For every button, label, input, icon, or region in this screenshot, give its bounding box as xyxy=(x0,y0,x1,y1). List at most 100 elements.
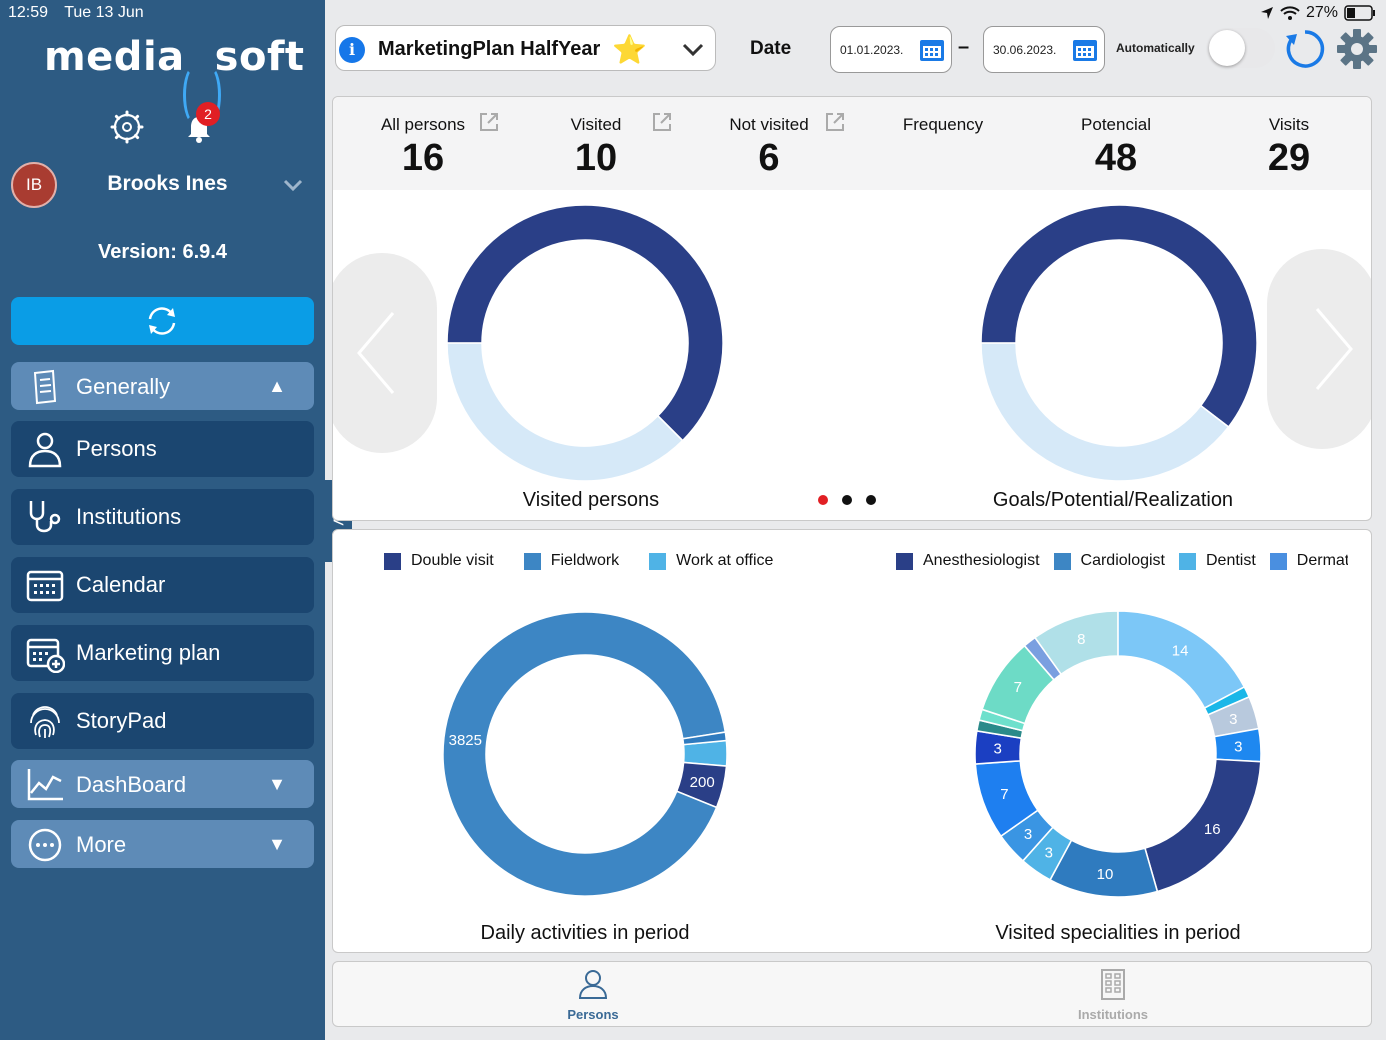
charts-panel xyxy=(332,529,1372,953)
plan-title: MarketingPlan HalfYear xyxy=(378,38,601,60)
chevron-down-icon[interactable] xyxy=(282,174,304,196)
sync-button[interactable] xyxy=(11,297,314,345)
legend-item[interactable]: Dentist xyxy=(1179,552,1256,570)
legend-label: Work at office xyxy=(676,552,774,569)
expand-triangle-icon: ▼ xyxy=(268,774,286,794)
legend-item[interactable]: Dermatc xyxy=(1269,552,1348,570)
carousel-prev-button[interactable] xyxy=(333,253,437,453)
stat-all-persons[interactable]: All persons 16 xyxy=(338,115,508,180)
settings-gear-icon[interactable] xyxy=(110,110,144,144)
specialities-title: Visited specialities in period xyxy=(995,922,1241,944)
stat-not-visited[interactable]: Not visited 6 xyxy=(684,115,854,180)
specialities-legend: Anesthesiologist Cardiologist Dentist De… xyxy=(896,552,1348,570)
nav-institutions[interactable]: Institutions xyxy=(11,489,314,545)
auto-toggle[interactable] xyxy=(1207,28,1275,68)
goals-donut xyxy=(980,204,1258,482)
tab-label: Persons xyxy=(567,1007,619,1022)
nav-marketing-plan[interactable]: Marketing plan xyxy=(11,625,314,681)
person-icon xyxy=(28,432,62,468)
chevron-left-icon xyxy=(357,312,395,394)
auto-label: Automatically xyxy=(1116,41,1195,55)
date-from-field[interactable]: 01.01.2023. xyxy=(830,26,952,73)
legend-label: Fieldwork xyxy=(550,552,620,569)
nav-label: Persons xyxy=(76,436,157,461)
stat-label: Not visited xyxy=(729,115,809,134)
external-link-icon[interactable] xyxy=(824,111,846,133)
stat-label: Frequency xyxy=(902,115,984,134)
legend-swatch xyxy=(1053,552,1071,570)
specialities-label: 16 xyxy=(1204,821,1221,838)
specialities-label: 3 xyxy=(1234,739,1242,756)
nav-calendar[interactable]: Calendar xyxy=(11,557,314,613)
nav-more[interactable]: More ▼ xyxy=(11,820,314,868)
external-link-icon[interactable] xyxy=(478,111,500,133)
nav-label: DashBoard xyxy=(76,772,187,797)
tab-institutions[interactable]: Institutions xyxy=(1013,968,1213,1022)
date-from-value: 01.01.2023. xyxy=(840,43,904,57)
stat-visited[interactable]: Visited 10 xyxy=(511,115,681,180)
stat-frequency: Frequency xyxy=(858,115,1028,137)
carousel-dot[interactable] xyxy=(818,495,828,505)
nav-label: Institutions xyxy=(76,504,182,529)
fingerprint-icon xyxy=(30,706,60,738)
activities-slice[interactable] xyxy=(681,731,728,746)
daily-activities-donut: 200 3825 xyxy=(442,611,728,897)
goals-slice[interactable] xyxy=(980,342,1230,482)
nav-storypad[interactable]: StoryPad xyxy=(11,693,314,749)
logo: media soft xyxy=(44,34,305,124)
user-row[interactable]: IB Brooks Ines xyxy=(0,162,325,208)
date-to-field[interactable]: 30.06.2023. xyxy=(983,26,1105,73)
specialities-slice[interactable] xyxy=(1033,610,1119,676)
calendar-icon[interactable] xyxy=(1072,38,1098,62)
nav-persons[interactable]: Persons xyxy=(11,421,314,477)
specialities-label: 7 xyxy=(1000,786,1008,803)
visited-slice[interactable] xyxy=(446,204,724,442)
specialities-label: 3 xyxy=(1229,711,1237,728)
marketing-plan-select[interactable]: i MarketingPlan HalfYear ⭐ xyxy=(335,25,716,71)
legend-item[interactable]: Double visit xyxy=(384,552,494,570)
wifi-icon xyxy=(1280,6,1300,20)
legend-label: Double visit xyxy=(411,552,494,569)
calendar-icon[interactable] xyxy=(919,38,945,62)
stats-strip: All persons 16 Visited 10 Not visited 6 … xyxy=(333,97,1371,190)
bottom-tab-bar: Persons Institutions xyxy=(332,961,1372,1027)
logo-right: soft xyxy=(214,34,305,80)
carousel-dot[interactable] xyxy=(842,495,852,505)
calendar-icon xyxy=(26,570,64,602)
location-icon xyxy=(1260,7,1273,19)
nav-generally[interactable]: Generally ▲ xyxy=(11,362,314,410)
chevron-right-icon xyxy=(1315,308,1353,390)
stat-value: 16 xyxy=(401,137,445,179)
nav-dashboard[interactable]: DashBoard ▼ xyxy=(11,760,314,808)
line-chart-icon xyxy=(27,769,63,801)
legend-item[interactable]: Work at office xyxy=(649,552,773,570)
specialities-label: 7 xyxy=(1014,679,1022,696)
activities-label: 200 xyxy=(690,774,715,791)
tab-persons[interactable]: Persons xyxy=(493,968,693,1022)
person-icon xyxy=(578,970,608,999)
status-bar-right: 27% xyxy=(1260,4,1376,22)
status-time: 12:59 xyxy=(8,4,49,21)
carousel-dot[interactable] xyxy=(866,495,876,505)
external-link-icon[interactable] xyxy=(651,111,673,133)
activities-slice[interactable] xyxy=(442,611,727,897)
carousel-dots xyxy=(818,495,876,505)
legend-item[interactable]: Cardiologist xyxy=(1053,552,1165,570)
stat-value: 48 xyxy=(1094,137,1138,179)
activities-label: 3825 xyxy=(449,732,482,749)
legend-item[interactable]: Anesthesiologist xyxy=(896,552,1040,570)
notification-badge: 2 xyxy=(196,102,220,126)
legend-swatch xyxy=(649,552,667,570)
visited-slice[interactable] xyxy=(446,342,684,482)
tab-label: Institutions xyxy=(1077,1007,1149,1022)
refresh-icon[interactable] xyxy=(1284,28,1326,70)
date-range-dash: – xyxy=(958,36,970,58)
building-icon xyxy=(1101,969,1125,1000)
settings-gear-icon[interactable] xyxy=(1336,28,1378,70)
legend-item[interactable]: Fieldwork xyxy=(523,552,620,570)
carousel-next-button[interactable] xyxy=(1267,249,1371,449)
goals-slice[interactable] xyxy=(980,204,1258,428)
info-icon[interactable]: i xyxy=(339,37,365,63)
version-label: Version: 6.9.4 xyxy=(98,241,227,263)
summary-panel: All persons 16 Visited 10 Not visited 6 … xyxy=(332,96,1372,521)
